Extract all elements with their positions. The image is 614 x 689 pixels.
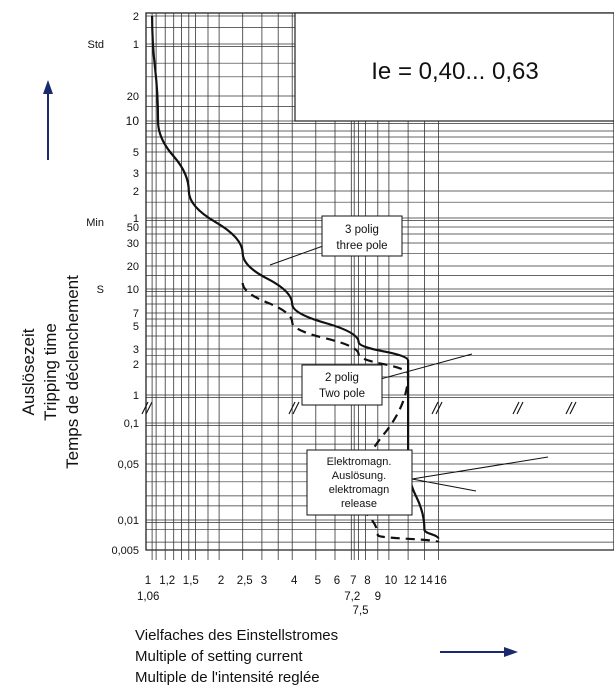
annotation-line: 2 polig [325,372,359,384]
x-tick-label: 2,5 [237,575,253,587]
axis-break-mark [292,401,300,415]
x-tick-label: 2 [218,575,224,587]
y-tick-label: 7 [133,308,139,320]
y-tick-label: 2 [133,11,139,23]
x-tick-label: 7 [350,575,356,587]
y-axis-title-line: Temps de déclenchement [63,275,82,469]
axis-break-mark [141,401,149,415]
leader-line [411,456,549,480]
annotation-line: three pole [336,240,387,252]
axis-break-mark [512,401,520,415]
y-tick-label: 3 [133,344,139,356]
leader-line [365,353,473,384]
y-unit-label: Std [87,39,104,51]
x-axis-arrow [440,647,518,657]
axis-break-mark [565,401,573,415]
x-tick-label: 1,5 [183,575,199,587]
leader-line [411,478,477,492]
y-tick-label: 10 [127,284,139,296]
x-tick-label: 4 [291,575,298,587]
x-tick-label: 1,2 [159,575,175,587]
x-tick-label: 7,5 [353,605,369,617]
curve-layer [151,15,440,544]
annotation-line: elektromagn [329,484,390,496]
x-tick-label: 10 [385,575,398,587]
y-tick-label: 2 [133,359,139,371]
axis-break-mark [145,401,153,415]
leader-line [269,245,324,266]
x-tick-label: 1 [145,575,151,587]
chart-grid [141,12,614,560]
y-tick-label: 5 [133,321,139,333]
y-tick-label: 1 [133,390,139,402]
y-tick-label: 0,1 [124,418,139,430]
annotation-line: 3 polig [345,224,379,236]
annotation-2-pole: 2 polig Two pole [301,353,473,406]
axis-break-mark [569,401,577,415]
axis-break-mark [288,401,296,415]
x-axis-title-line: Multiple of setting current [135,648,303,665]
x-tick-label: 8 [364,575,370,587]
x-tick-label: 14 [420,575,433,587]
annotation-line: Two pole [319,388,365,400]
y-tick-label: 30 [127,238,139,250]
x-axis-title-line: Multiple de l'intensité reglée [135,669,320,686]
y-tick-label: 0,01 [118,515,139,527]
y-axis-arrow [43,80,53,160]
annotation-3-pole: 3 polig three pole [269,215,403,266]
y-tick-label: 0,005 [111,545,139,557]
x-tick-label: 16 [434,575,447,587]
x-axis-title-line: Vielfaches des Einstellstromes [135,627,338,644]
axis-break-mark [435,401,443,415]
y-tick-label: 50 [127,222,139,234]
y-tick-label: 0,05 [118,459,139,471]
x-tick-label: 7,2 [344,591,360,603]
y-tick-label: 1 [133,39,139,51]
y-unit-label: Min [86,217,104,229]
y-tick-label: 3 [133,168,139,180]
y-tick-label: 20 [127,261,139,273]
x-tick-label: 9 [375,591,381,603]
y-axis-title-line: Auslösezeit [19,328,38,415]
y-tick-label: 20 [127,91,139,103]
annotation-line: Elektromagn. [327,456,392,468]
title-box [294,12,614,122]
y-unit-label: S [97,284,104,296]
annotation-line: Auslösung. [332,470,386,482]
annotation-electromagnetic-release: Elektromagn. Auslösung. elektromagn rele… [306,449,549,516]
x-tick-label: 12 [404,575,417,587]
axis-tick-labels: StdMinS212010532150302010753210,10,050,0… [86,11,447,617]
axis-break-mark [431,401,439,415]
x-tick-label: 5 [315,575,321,587]
annotation-line: release [341,498,377,510]
y-tick-label: 5 [133,147,139,159]
y-axis-title: Auslösezeit Tripping time Temps de décle… [19,275,82,469]
x-tick-label: 3 [261,575,267,587]
y-tick-label: 2 [133,186,139,198]
axis-break-mark [516,401,524,415]
y-tick-label: 1 [133,213,139,225]
y-axis-title-line: Tripping time [41,323,60,421]
x-tick-label: 6 [334,575,340,587]
chart-title: Ie = 0,40... 0,63 [371,58,538,85]
x-tick-label: 1,06 [137,591,159,603]
y-tick-label: 10 [126,114,140,128]
